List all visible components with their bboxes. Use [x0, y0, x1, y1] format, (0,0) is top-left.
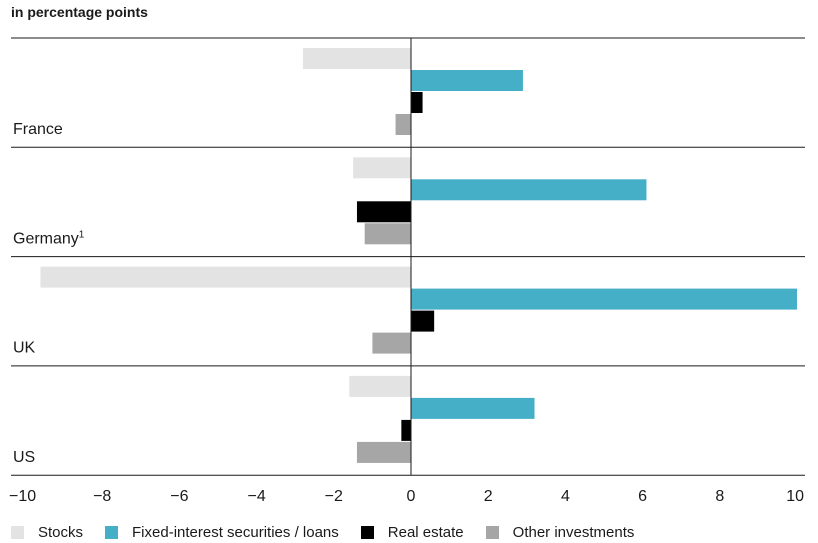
- footnote-marker: 1: [79, 229, 85, 240]
- bar-germany-stocks: [353, 157, 411, 179]
- bar-germany-fixed-interest-securities-loans: [411, 179, 647, 201]
- legend-label: Real estate: [387, 523, 464, 541]
- legend-swatch: [105, 525, 119, 539]
- bar-us-fixed-interest-securities-loans: [411, 397, 535, 419]
- bar-france-fixed-interest-securities-loans: [411, 70, 523, 91]
- x-tick-label: −2: [325, 488, 343, 505]
- chart-title: in percentage points: [11, 4, 148, 20]
- legend: Stocks Fixed-interest securities / loans R…: [11, 521, 634, 543]
- x-tick-label: 2: [484, 488, 493, 505]
- legend-swatch: [360, 525, 374, 539]
- legend-label: Other investments: [512, 523, 635, 541]
- category-label-germany: Germany1: [13, 229, 85, 247]
- x-tick-label: −10: [9, 488, 36, 505]
- bar-germany-real-estate: [356, 201, 411, 223]
- bar-us-stocks: [349, 375, 411, 397]
- bar-us-other-investments: [356, 441, 411, 463]
- bar-france-other-investments: [395, 114, 411, 135]
- category-label-uk: UK: [13, 340, 36, 357]
- category-label-us: US: [13, 449, 35, 466]
- bar-france-real-estate: [411, 92, 423, 113]
- legend-label: Stocks: [38, 523, 84, 541]
- x-tick-label: −4: [247, 488, 265, 505]
- x-tick-label: 8: [715, 488, 724, 505]
- bar-uk-stocks: [40, 266, 411, 288]
- legend-item-other-investments: Other investments: [485, 523, 635, 541]
- legend-swatch: [485, 525, 499, 539]
- legend-label: Fixed-interest securities / loans: [132, 523, 339, 541]
- legend-item-fixed-interest-securities-loans: Fixed-interest securities / loans: [105, 524, 339, 541]
- bar-germany-other-investments: [364, 223, 411, 245]
- bar-france-stocks: [302, 48, 411, 69]
- legend-swatch: [11, 525, 24, 539]
- x-tick-label: 4: [561, 488, 570, 505]
- category-label-france: France: [13, 121, 63, 138]
- x-tick-label: 6: [638, 488, 647, 505]
- x-tick-label: 0: [407, 488, 416, 505]
- bar-uk-fixed-interest-securities-loans: [411, 288, 797, 310]
- bar-uk-other-investments: [372, 332, 411, 354]
- legend-item-real-estate: Real estate: [360, 523, 464, 541]
- bar-uk-real-estate: [411, 310, 435, 332]
- legend-item-stocks: Stocks: [11, 524, 83, 541]
- x-tick-label: −6: [170, 488, 188, 505]
- x-tick-label: −8: [93, 488, 111, 505]
- bar-us-real-estate: [401, 419, 411, 441]
- bar-chart: France Germany1 UK US −10 −8 −6 −4 −2 0 2 4 6 8 10: [9, 37, 805, 505]
- x-tick-label: 10: [786, 488, 804, 505]
